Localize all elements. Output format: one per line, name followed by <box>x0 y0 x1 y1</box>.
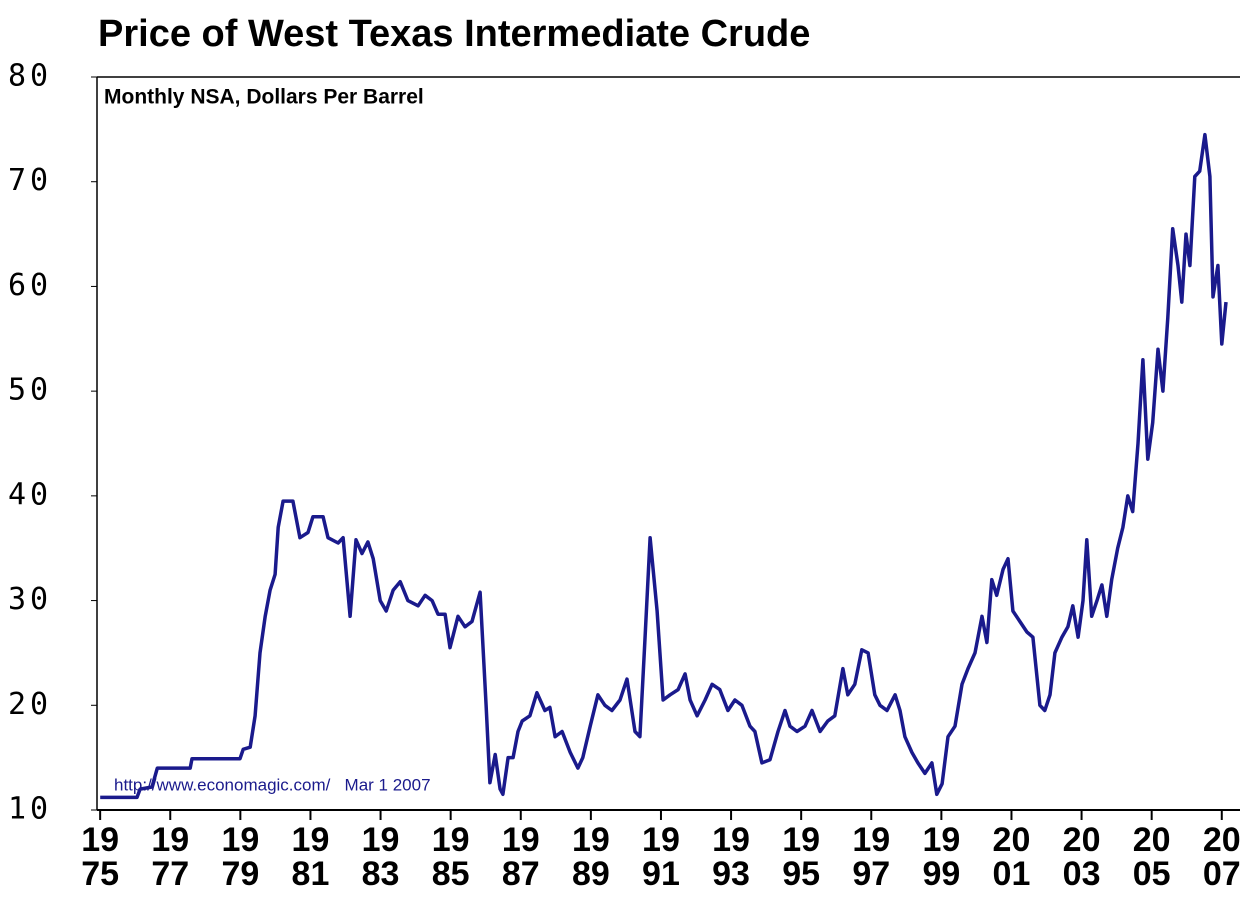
y-tick-label: 60 <box>8 268 52 303</box>
subtitle: Monthly NSA, Dollars Per Barrel <box>104 86 424 109</box>
annotation: http://www.economagic.com/ Mar 1 2007 <box>114 775 431 794</box>
line-series <box>100 132 1228 800</box>
y-tick-label: 10 <box>8 792 52 827</box>
x-tick-label: 20 07 <box>1203 821 1241 893</box>
x-tick-label: 19 77 <box>151 821 189 893</box>
x-tick-label: 20 05 <box>1133 821 1171 893</box>
x-tick-label: 19 87 <box>502 821 540 893</box>
x-tick-label: 19 97 <box>852 821 890 893</box>
x-tick-label: 20 03 <box>1063 821 1101 893</box>
y-tick-label: 50 <box>8 373 52 408</box>
y-tick-label: 30 <box>8 582 52 617</box>
x-tick-label: 19 93 <box>712 821 750 893</box>
y-tick-label: 70 <box>8 163 52 198</box>
x-tick-label: 19 75 <box>81 821 119 893</box>
y-tick-label: 40 <box>8 477 52 512</box>
x-tick-label: 19 85 <box>432 821 470 893</box>
x-tick-label: 19 99 <box>922 821 960 893</box>
x-tick-label: 19 81 <box>292 821 330 893</box>
x-tick-label: 19 89 <box>572 821 610 893</box>
x-tick-label: 19 91 <box>642 821 680 893</box>
y-tick-label: 20 <box>8 687 52 722</box>
x-tick-label: 19 95 <box>782 821 820 893</box>
y-tick-label: 80 <box>8 59 52 94</box>
x-tick-label: 19 83 <box>362 821 400 893</box>
x-tick-label: 19 79 <box>221 821 259 893</box>
chart-title: Price of West Texas Intermediate Crude <box>98 13 810 55</box>
x-tick-label: 20 01 <box>993 821 1031 893</box>
